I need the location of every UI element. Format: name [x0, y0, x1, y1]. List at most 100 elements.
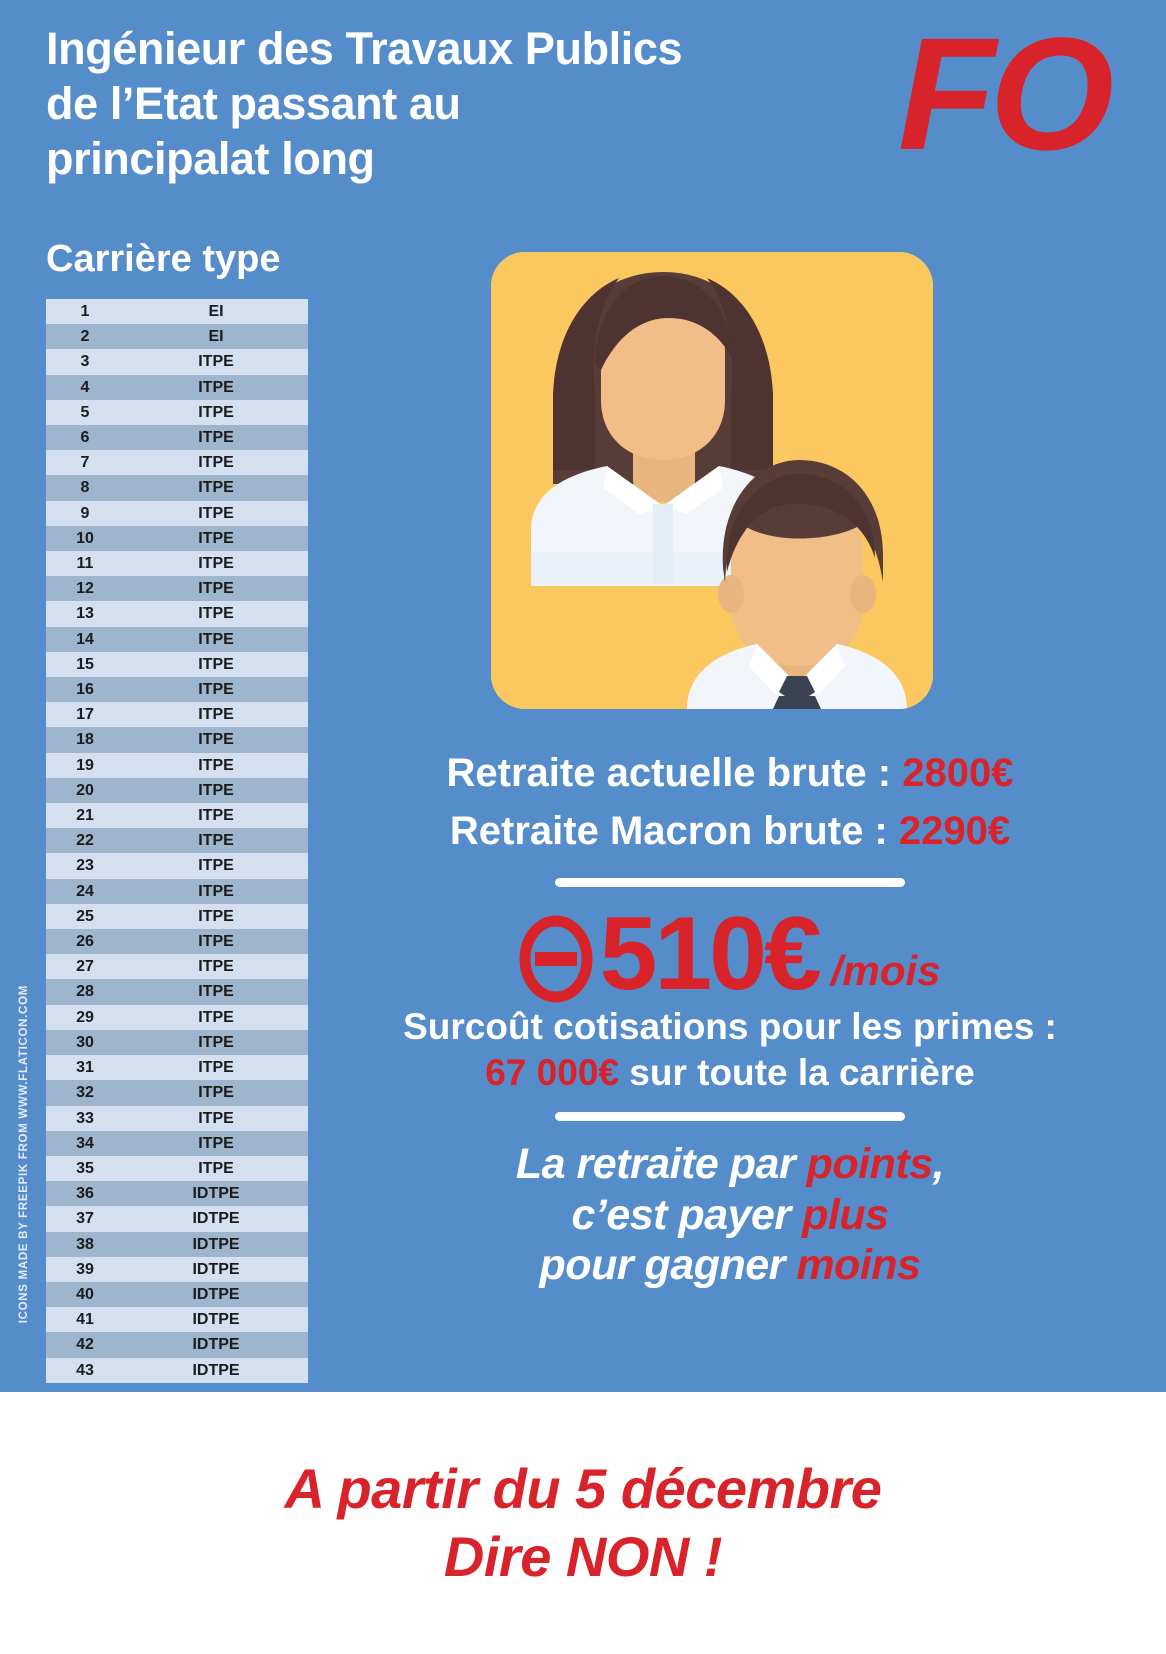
career-year-cell: 23: [46, 853, 124, 879]
macron-pension-label: Retraite Macron brute :: [449, 809, 899, 853]
career-year-cell: 38: [46, 1231, 124, 1257]
career-year-cell: 6: [46, 425, 124, 451]
macron-pension-line: Retraite Macron brute : 2290€: [330, 802, 1130, 860]
career-year-cell: 12: [46, 576, 124, 602]
monthly-loss-unit: /mois: [830, 947, 941, 994]
career-grade-cell: ITPE: [124, 651, 308, 678]
slogan-line-2: c’est payer plus: [330, 1190, 1130, 1241]
career-year-cell: 15: [46, 651, 124, 678]
table-row: 21 ITPE: [46, 803, 308, 829]
career-grade-cell: ITPE: [124, 450, 308, 476]
divider-2: [555, 1111, 905, 1121]
career-grade-cell: ITPE: [124, 1105, 308, 1131]
table-row: 37 IDTPE: [46, 1206, 308, 1232]
two-people-avatar-icon: [491, 252, 933, 709]
career-grade-cell: ITPE: [124, 399, 308, 426]
pension-summary: Retraite actuelle brute : 2800€ Retraite…: [330, 744, 1130, 1291]
career-year-cell: 22: [46, 828, 124, 854]
table-row: 16 ITPE: [46, 677, 308, 703]
career-year-cell: 14: [46, 626, 124, 652]
avatar: [491, 252, 933, 709]
slogan-line-1: La retraite par points,: [330, 1139, 1130, 1190]
career-grade-cell: ITPE: [124, 1130, 308, 1156]
table-row: 3 ITPE: [46, 349, 308, 375]
table-row: 18 ITPE: [46, 727, 308, 753]
career-grade-cell: IDTPE: [124, 1357, 308, 1383]
career-year-cell: 32: [46, 1080, 124, 1106]
career-grade-cell: IDTPE: [124, 1332, 308, 1358]
table-row: 35 ITPE: [46, 1155, 308, 1182]
career-year-cell: 43: [46, 1357, 124, 1383]
current-pension-label: Retraite actuelle brute :: [446, 751, 903, 795]
table-row: 10 ITPE: [46, 525, 308, 552]
surcout-suffix: sur toute la carrière: [618, 1051, 975, 1093]
career-year-cell: 36: [46, 1181, 124, 1207]
career-grade-cell: IDTPE: [124, 1307, 308, 1333]
table-row: 8 ITPE: [46, 475, 308, 501]
cta-line-1: A partir du 5 décembre: [284, 1456, 882, 1520]
career-grade-cell: IDTPE: [124, 1281, 308, 1308]
table-row: 39 IDTPE: [46, 1256, 308, 1282]
slogan-line-3-white: pour gagner: [539, 1241, 797, 1290]
table-row: 19 ITPE: [46, 752, 308, 778]
career-year-cell: 31: [46, 1055, 124, 1081]
slogan-line-3-red: moins: [796, 1241, 921, 1290]
table-row: 11 ITPE: [46, 551, 308, 577]
table-row: 1 EI: [46, 299, 308, 325]
slogan-line-1-red: points: [806, 1139, 933, 1188]
career-year-cell: 41: [46, 1307, 124, 1333]
career-year-cell: 4: [46, 374, 124, 400]
career-year-cell: 27: [46, 954, 124, 980]
career-year-cell: 29: [46, 1004, 124, 1030]
career-year-cell: 1: [46, 299, 124, 325]
slogan-line-2-red: plus: [802, 1190, 889, 1239]
table-row: 9 ITPE: [46, 500, 308, 526]
table-row: 36 IDTPE: [46, 1181, 308, 1207]
table-row: 31 ITPE: [46, 1055, 308, 1081]
table-row: 29 ITPE: [46, 1004, 308, 1030]
table-row: 15 ITPE: [46, 651, 308, 678]
table-row: 32 ITPE: [46, 1080, 308, 1106]
current-pension-value: 2800€: [902, 751, 1014, 795]
cta-line-2: Dire NON !: [443, 1525, 723, 1588]
career-grade-cell: ITPE: [124, 525, 308, 552]
minus-circle-icon: [519, 915, 593, 1003]
career-year-cell: 19: [46, 752, 124, 778]
career-grade-cell: ITPE: [124, 425, 308, 451]
career-grade-cell: ITPE: [124, 551, 308, 577]
career-grade-cell: ITPE: [124, 752, 308, 778]
monthly-loss-amount: 510€: [599, 896, 821, 1012]
table-row: 12 ITPE: [46, 576, 308, 602]
career-grade-cell: IDTPE: [124, 1231, 308, 1257]
table-row: 7 ITPE: [46, 450, 308, 476]
surcout-label: Surcoût cotisations pour les primes :: [403, 1005, 1057, 1047]
table-row: 25 ITPE: [46, 903, 308, 930]
table-row: 26 ITPE: [46, 929, 308, 955]
credit-attribution: ICONS MADE BY FREEPIK FROM WWW.FLATICON.…: [18, 985, 38, 1375]
table-row: 17 ITPE: [46, 702, 308, 728]
table-row: 23 ITPE: [46, 853, 308, 879]
career-year-cell: 3: [46, 349, 124, 375]
table-row: 20 ITPE: [46, 777, 308, 804]
career-grade-cell: ITPE: [124, 500, 308, 526]
table-row: 30 ITPE: [46, 1029, 308, 1056]
career-grade-cell: ITPE: [124, 828, 308, 854]
career-year-cell: 20: [46, 777, 124, 804]
career-grade-cell: ITPE: [124, 878, 308, 904]
career-year-cell: 17: [46, 702, 124, 728]
career-grade-cell: ITPE: [124, 1080, 308, 1106]
credit-text: ICONS MADE BY FREEPIK FROM WWW.FLATICON.…: [18, 985, 30, 1324]
career-grade-cell: EI: [124, 299, 308, 325]
career-grade-cell: ITPE: [124, 979, 308, 1005]
career-year-cell: 33: [46, 1105, 124, 1131]
career-grade-cell: ITPE: [124, 954, 308, 980]
career-section-label: Carrière type: [46, 238, 281, 280]
career-year-cell: 18: [46, 727, 124, 753]
career-grade-cell: ITPE: [124, 677, 308, 703]
table-row: 41 IDTPE: [46, 1307, 308, 1333]
table-row: 34 ITPE: [46, 1130, 308, 1156]
career-grade-cell: ITPE: [124, 903, 308, 930]
career-table: 1 EI 2 EI 3 ITPE 4 ITPE 5 ITPE 6 ITPE 7 ITPE 8 ITPE 9 ITP…: [46, 299, 308, 1383]
slogan-line-2-white: c’est payer: [571, 1190, 803, 1239]
divider-1: [555, 878, 905, 887]
